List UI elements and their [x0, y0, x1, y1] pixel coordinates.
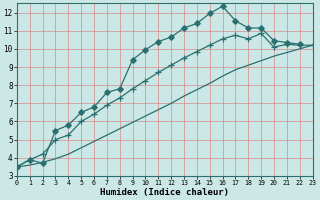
- X-axis label: Humidex (Indice chaleur): Humidex (Indice chaleur): [100, 188, 229, 197]
